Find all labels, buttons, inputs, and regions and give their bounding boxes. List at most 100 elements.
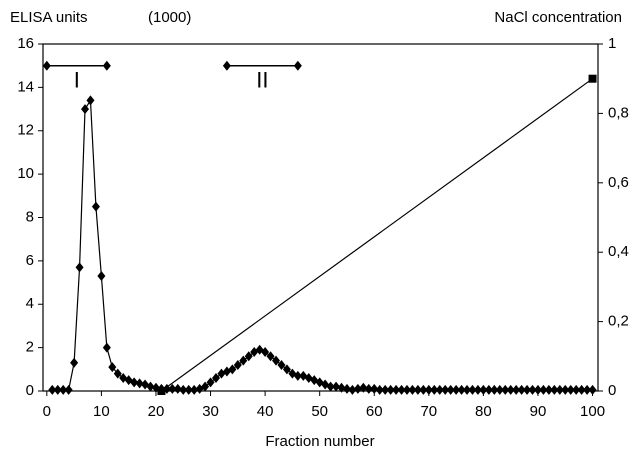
y2-tick-label: 0,6 xyxy=(608,174,629,191)
series-line xyxy=(161,78,593,392)
data-point xyxy=(370,383,379,394)
series-line xyxy=(52,98,593,391)
data-point xyxy=(97,271,106,282)
data-point xyxy=(533,384,542,395)
data-point xyxy=(239,355,248,366)
data-point xyxy=(561,384,570,395)
y-tick-label: 16 xyxy=(17,35,34,52)
data-point xyxy=(577,384,586,395)
y-tick-label: 8 xyxy=(26,208,34,225)
data-point xyxy=(413,384,422,395)
y-tick-label: 12 xyxy=(17,122,34,139)
data-point xyxy=(419,384,428,395)
data-point xyxy=(332,381,341,392)
data-point xyxy=(501,384,510,395)
data-point xyxy=(179,384,188,395)
data-point xyxy=(266,351,275,362)
data-point xyxy=(402,384,411,395)
data-point xyxy=(479,384,488,395)
plot-frame xyxy=(42,43,599,392)
data-point xyxy=(222,60,231,71)
data-point xyxy=(572,384,581,395)
data-point xyxy=(484,384,493,395)
y-tick-label: 10 xyxy=(17,165,34,182)
data-point xyxy=(53,384,62,395)
data-point xyxy=(59,384,68,395)
y-axis-unit: (1000) xyxy=(148,9,191,26)
data-point xyxy=(435,384,444,395)
data-point xyxy=(244,351,253,362)
x-tick-label: 80 xyxy=(475,403,492,420)
data-point xyxy=(446,384,455,395)
data-point xyxy=(539,384,548,395)
data-point xyxy=(70,357,79,368)
data-point xyxy=(528,384,537,395)
data-point xyxy=(48,384,57,395)
y2-tick-label: 0,8 xyxy=(608,104,629,121)
data-point xyxy=(233,359,242,370)
x-tick-label: 20 xyxy=(148,403,165,420)
data-point xyxy=(277,359,286,370)
data-point xyxy=(430,384,439,395)
data-point xyxy=(375,384,384,395)
data-point xyxy=(108,362,117,373)
data-point xyxy=(408,384,417,395)
data-point xyxy=(75,262,84,273)
data-point xyxy=(381,384,390,395)
data-point xyxy=(173,383,182,394)
x-tick-label: 10 xyxy=(93,403,110,420)
data-point xyxy=(342,383,351,394)
x-axis-title: Fraction number xyxy=(265,433,374,450)
y2-tick-label: 0 xyxy=(608,382,616,399)
data-point xyxy=(386,384,395,395)
data-point xyxy=(91,201,100,212)
x-tick-label: 50 xyxy=(311,403,328,420)
data-point xyxy=(468,384,477,395)
data-point xyxy=(102,60,111,71)
x-tick-label: 30 xyxy=(202,403,219,420)
x-tick-label: 0 xyxy=(43,403,51,420)
x-tick-label: 60 xyxy=(366,403,383,420)
data-point xyxy=(250,346,259,357)
data-point xyxy=(566,384,575,395)
data-point xyxy=(517,384,526,395)
x-tick-label: 40 xyxy=(257,403,274,420)
data-point xyxy=(168,383,177,394)
data-point xyxy=(583,384,592,395)
range-label: II xyxy=(256,68,268,93)
y-tick-label: 0 xyxy=(26,382,34,399)
y-tick-label: 2 xyxy=(26,339,34,356)
data-point xyxy=(261,346,270,357)
data-point xyxy=(588,384,597,395)
y-axis-title: ELISA units xyxy=(10,9,88,26)
y2-tick-label: 0,2 xyxy=(608,313,629,330)
data-point xyxy=(495,384,504,395)
data-point xyxy=(228,364,237,375)
data-point xyxy=(550,384,559,395)
y-tick-label: 14 xyxy=(17,78,34,95)
y2-tick-label: 0,4 xyxy=(608,243,629,260)
data-point xyxy=(555,384,564,395)
data-point xyxy=(397,384,406,395)
data-point xyxy=(348,384,357,395)
data-point xyxy=(293,60,302,71)
data-point xyxy=(424,384,433,395)
data-point xyxy=(473,384,482,395)
data-point xyxy=(42,60,51,71)
x-tick-label: 100 xyxy=(580,403,605,420)
data-point xyxy=(201,381,210,392)
data-point xyxy=(463,384,472,395)
x-tick-label: 70 xyxy=(420,403,437,420)
data-point xyxy=(190,384,199,395)
data-point xyxy=(146,381,155,392)
data-point xyxy=(337,382,346,393)
y-tick-label: 4 xyxy=(26,295,34,312)
data-point xyxy=(441,384,450,395)
data-point xyxy=(157,387,166,395)
data-point xyxy=(184,384,193,395)
data-point xyxy=(211,372,220,383)
data-point xyxy=(102,342,111,353)
data-point xyxy=(81,104,90,115)
y-tick-label: 6 xyxy=(26,252,34,269)
